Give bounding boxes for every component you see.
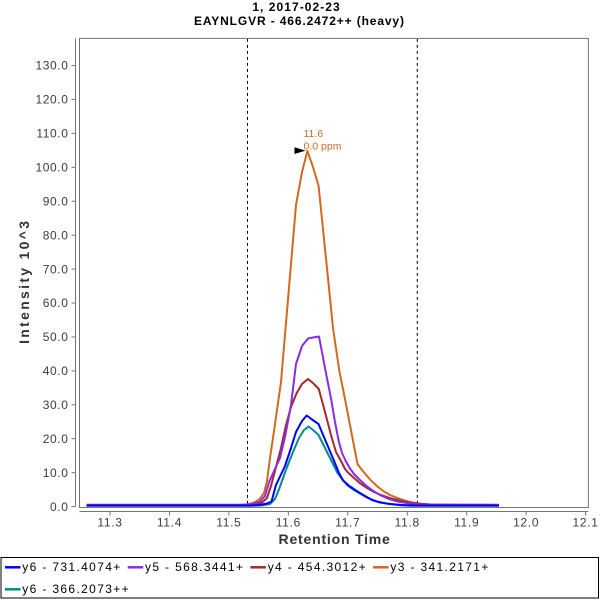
svg-text:11.6: 11.6 — [276, 515, 301, 529]
svg-text:130.0: 130.0 — [35, 59, 68, 73]
svg-text:70.0: 70.0 — [43, 262, 69, 276]
svg-text:80.0: 80.0 — [43, 228, 69, 242]
svg-text:0.0: 0.0 — [50, 500, 68, 514]
svg-text:EAYNLGVR - 466.2472++ (heavy): EAYNLGVR - 466.2472++ (heavy) — [194, 14, 405, 28]
svg-text:Intensity 10^3: Intensity 10^3 — [16, 219, 32, 344]
svg-text:40.0: 40.0 — [43, 364, 69, 378]
svg-text:11.3: 11.3 — [97, 515, 122, 529]
svg-text:y4 - 454.3012+: y4 - 454.3012+ — [268, 560, 367, 574]
svg-text:10.0: 10.0 — [43, 466, 69, 480]
svg-text:y3 - 341.2171+: y3 - 341.2171+ — [390, 560, 489, 574]
svg-text:11.6: 11.6 — [304, 128, 324, 140]
svg-text:11.4: 11.4 — [157, 515, 182, 529]
svg-text:110.0: 110.0 — [36, 127, 68, 141]
svg-text:0.0 ppm: 0.0 ppm — [304, 141, 342, 153]
svg-text:30.0: 30.0 — [43, 398, 69, 412]
svg-text:120.0: 120.0 — [35, 93, 68, 107]
svg-text:100.0: 100.0 — [35, 161, 68, 175]
svg-text:y5 - 568.3441+: y5 - 568.3441+ — [145, 560, 244, 574]
svg-text:Retention Time: Retention Time — [279, 531, 391, 547]
svg-text:11.7: 11.7 — [335, 515, 360, 529]
svg-text:1, 2017-02-23: 1, 2017-02-23 — [252, 0, 340, 14]
svg-text:20.0: 20.0 — [43, 432, 69, 446]
svg-text:11.8: 11.8 — [395, 515, 420, 529]
svg-text:90.0: 90.0 — [43, 194, 69, 208]
svg-text:y6 - 366.2073++: y6 - 366.2073++ — [22, 582, 130, 596]
svg-text:50.0: 50.0 — [43, 330, 69, 344]
svg-text:11.9: 11.9 — [454, 515, 479, 529]
svg-text:60.0: 60.0 — [43, 296, 69, 310]
svg-text:12.0: 12.0 — [513, 515, 539, 529]
svg-text:y6 - 731.4074+: y6 - 731.4074+ — [22, 560, 121, 574]
svg-text:11.5: 11.5 — [216, 515, 241, 529]
svg-text:12.1: 12.1 — [573, 515, 599, 529]
